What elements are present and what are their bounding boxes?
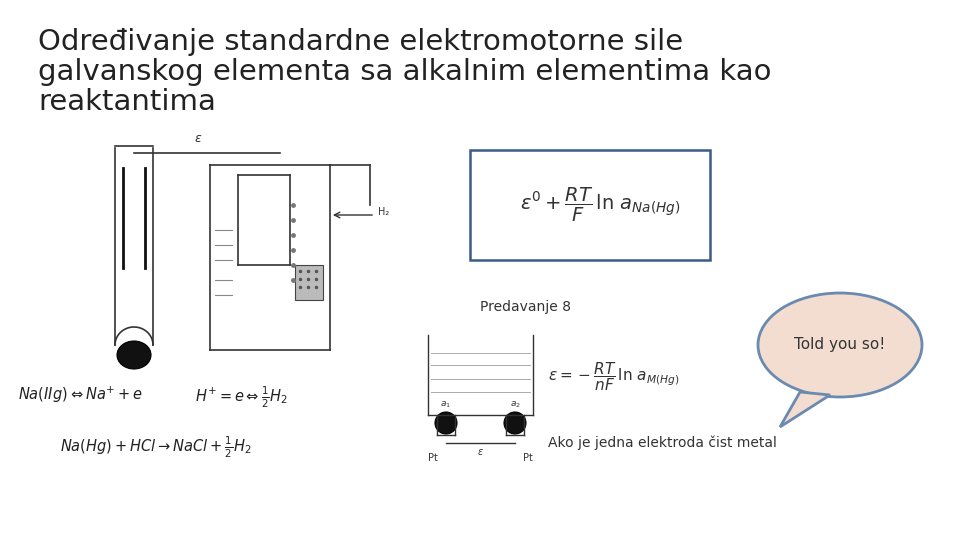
Text: Pt: Pt [523, 453, 533, 463]
Text: $\varepsilon = -\dfrac{RT}{nF}\,\ln\,a_{M(Hg)}$: $\varepsilon = -\dfrac{RT}{nF}\,\ln\,a_{… [548, 360, 680, 393]
Text: galvanskog elementa sa alkalnim elementima kao: galvanskog elementa sa alkalnim elementi… [38, 58, 772, 86]
Ellipse shape [117, 341, 151, 369]
FancyBboxPatch shape [470, 150, 710, 260]
Text: Ako je jedna elektroda čist metal: Ako je jedna elektroda čist metal [548, 435, 777, 449]
Text: $a_1$: $a_1$ [441, 400, 451, 410]
Ellipse shape [504, 412, 526, 434]
Text: ε: ε [478, 447, 483, 457]
Text: H₂: H₂ [378, 207, 389, 217]
Text: ε: ε [194, 132, 201, 145]
Text: $Na(IIg) \Leftrightarrow Na^{+} + e$: $Na(IIg) \Leftrightarrow Na^{+} + e$ [18, 385, 143, 406]
FancyBboxPatch shape [295, 265, 323, 300]
Text: reaktantima: reaktantima [38, 88, 216, 116]
Text: $a_2$: $a_2$ [510, 400, 520, 410]
Text: $\varepsilon^0 + \dfrac{RT}{F}\,\ln\,a_{Na(Hg)}$: $\varepsilon^0 + \dfrac{RT}{F}\,\ln\,a_{… [519, 186, 681, 224]
Polygon shape [780, 392, 830, 427]
Text: $H^{+} = e \Leftrightarrow \frac{1}{2}H_2$: $H^{+} = e \Leftrightarrow \frac{1}{2}H_… [195, 385, 288, 410]
Text: Određivanje standardne elektromotorne sile: Određivanje standardne elektromotorne si… [38, 28, 684, 56]
Text: $Na(Hg) + HCl \rightarrow NaCl + \frac{1}{2}H_2$: $Na(Hg) + HCl \rightarrow NaCl + \frac{1… [60, 435, 252, 461]
Text: Predavanje 8: Predavanje 8 [480, 300, 571, 314]
Text: Pt: Pt [428, 453, 438, 463]
Ellipse shape [758, 293, 922, 397]
Text: Told you so!: Told you so! [794, 338, 886, 353]
Ellipse shape [435, 412, 457, 434]
